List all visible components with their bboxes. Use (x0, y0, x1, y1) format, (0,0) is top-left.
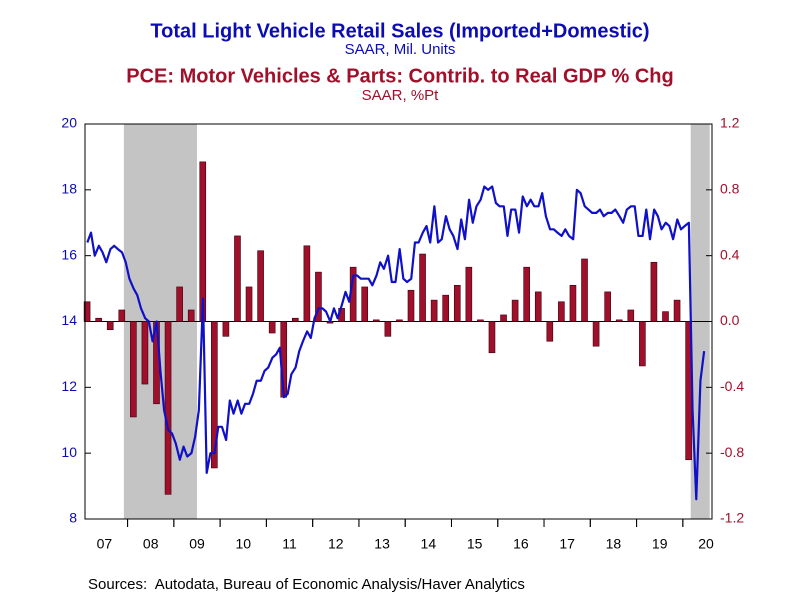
y-tick-label: 14 (61, 312, 77, 328)
bar (361, 286, 369, 322)
y-tick-label: 10 (61, 444, 77, 460)
bar (546, 321, 554, 342)
bar (234, 235, 241, 322)
y2-tick-label: 0.0 (720, 312, 740, 328)
x-tick-label: 07 (97, 536, 113, 552)
bar (407, 289, 415, 322)
bar (511, 299, 519, 322)
x-tick-label: 16 (513, 536, 529, 552)
y2-tick-label: -0.4 (720, 378, 744, 394)
bar (95, 317, 102, 322)
x-tick-label: 14 (421, 536, 437, 552)
bar (106, 321, 114, 331)
x-tick-label: 08 (143, 536, 159, 552)
plot-frame (84, 123, 713, 520)
y2-tick-label: -1.2 (720, 510, 744, 526)
title-series-2: PCE: Motor Vehicles & Parts: Contrib. to… (126, 65, 674, 87)
title-series-1: Total Light Vehicle Retail Sales (Import… (150, 20, 649, 42)
line (86, 185, 706, 501)
bar (604, 291, 611, 322)
bar (662, 311, 669, 322)
bar (292, 317, 299, 322)
bar (396, 319, 403, 322)
bar (141, 321, 149, 385)
bar (384, 321, 392, 337)
bar (569, 284, 577, 322)
y2-tick-label: 0.4 (720, 246, 740, 262)
bar (627, 309, 635, 322)
y-tick-label: 16 (61, 246, 77, 262)
x-tick-label: 17 (559, 536, 575, 552)
bar (500, 314, 507, 322)
bar (442, 294, 449, 322)
bar (268, 321, 276, 334)
bar (118, 309, 126, 322)
bar (164, 321, 172, 495)
bar (523, 266, 530, 322)
x-tick-label: 20 (698, 536, 714, 552)
y2-tick-label: 1.2 (720, 115, 740, 131)
y2-tick-label: -0.8 (720, 444, 744, 460)
bar (615, 319, 623, 322)
y-tick-label: 20 (61, 115, 77, 131)
subtitle-series-2: SAAR, %Pt (362, 87, 440, 104)
bar (534, 291, 542, 322)
bar (83, 301, 91, 322)
bar (488, 321, 496, 354)
bar (465, 266, 473, 322)
x-tick-label: 18 (606, 536, 622, 552)
bar (222, 321, 230, 337)
y2-tick-label: 0.8 (720, 181, 740, 197)
bar (303, 245, 311, 322)
bar (592, 321, 600, 347)
bar (430, 299, 438, 322)
bar (245, 286, 253, 322)
bar (130, 321, 137, 418)
bar (419, 253, 426, 322)
bar (581, 258, 588, 322)
y-tick-label: 18 (61, 181, 77, 197)
bar (176, 286, 183, 322)
x-tick-label: 19 (652, 536, 668, 552)
y-tick-label: 8 (69, 510, 77, 526)
bar (477, 319, 484, 322)
x-tick-label: 12 (328, 536, 344, 552)
bar (673, 299, 681, 322)
x-tick-label: 09 (189, 536, 205, 552)
x-tick-label: 11 (282, 536, 297, 552)
bar (257, 250, 264, 322)
x-tick-label: 15 (467, 536, 483, 552)
bar (315, 271, 322, 322)
bar (650, 261, 658, 322)
bar (187, 309, 195, 322)
bar (558, 301, 565, 322)
y-tick-label: 12 (61, 378, 77, 394)
bar (372, 319, 380, 322)
bar (639, 321, 646, 367)
source-note: Sources: Autodata, Bureau of Economic An… (88, 576, 525, 593)
x-tick-label: 10 (235, 536, 251, 552)
bar (453, 284, 461, 322)
x-tick-label: 13 (374, 536, 390, 552)
subtitle-series-1: SAAR, Mil. Units (345, 41, 456, 58)
bar (211, 321, 218, 469)
